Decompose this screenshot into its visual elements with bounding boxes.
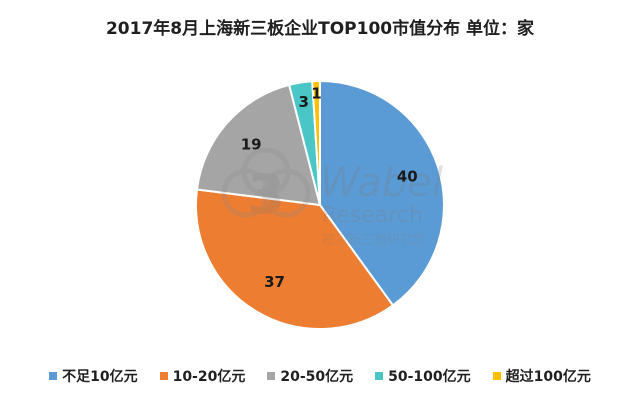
slice-value-label: 1	[311, 84, 321, 102]
watermark-ring-top	[241, 147, 291, 197]
legend-swatch	[159, 372, 168, 380]
pie-slice	[319, 79, 445, 307]
legend-item: 超过100亿元	[492, 366, 591, 386]
watermark-digit: 3	[247, 163, 285, 226]
chart-legend: 不足10亿元 10-20亿元 20-50亿元 50-100亿元 超过100亿元	[0, 366, 640, 386]
pie-slice	[311, 79, 321, 206]
slice-value-label: 40	[397, 168, 418, 186]
chart-title: 2017年8月上海新三板企业TOP100市值分布 单位：家	[105, 19, 535, 39]
watermark-ring-right	[261, 168, 311, 218]
pie-slice	[195, 188, 395, 330]
watermark-ring-left	[221, 168, 271, 218]
slice-value-label: 3	[298, 93, 308, 111]
watermark-logo: 3 Wabel Research 挖贝新三板研究院	[221, 147, 443, 248]
legend-item: 不足10亿元	[49, 366, 138, 386]
watermark-cn: 挖贝新三板研究院	[322, 232, 426, 248]
legend-label: 不足10亿元	[62, 369, 138, 385]
watermark-sub: Research	[322, 203, 423, 228]
legend-item: 10-20亿元	[159, 366, 246, 386]
legend-label: 10-20亿元	[172, 369, 246, 385]
slice-value-label: 19	[241, 135, 262, 153]
legend-swatch	[49, 372, 58, 380]
legend-swatch	[267, 372, 276, 380]
slice-value-label: 37	[264, 273, 285, 291]
pie-slices	[195, 79, 445, 330]
legend-swatch	[492, 372, 501, 380]
legend-item: 20-50亿元	[267, 366, 353, 386]
legend-label: 50-100亿元	[388, 369, 471, 385]
pie-slice	[195, 83, 322, 207]
legend-item: 50-100亿元	[375, 366, 471, 386]
legend-label: 20-50亿元	[280, 369, 354, 385]
legend-swatch	[375, 372, 384, 380]
legend-label: 超过100亿元	[505, 369, 591, 385]
watermark-brand: Wabel	[320, 160, 443, 206]
